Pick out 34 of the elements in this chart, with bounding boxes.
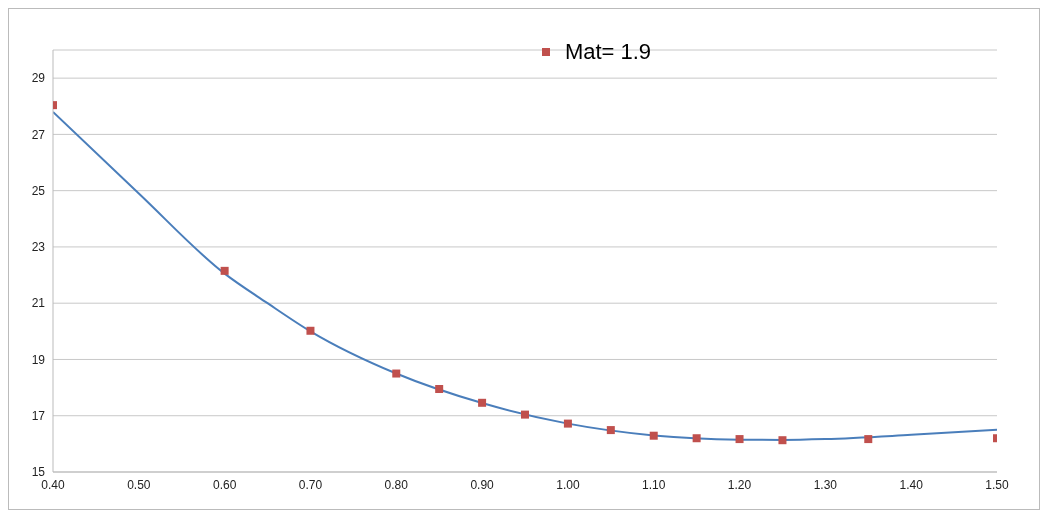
x-tick-label: 0.60 xyxy=(212,477,237,492)
y-tick-label: 17 xyxy=(31,408,46,423)
y-tick-label: 27 xyxy=(31,127,46,142)
x-tick-label: 1.20 xyxy=(727,477,752,492)
x-tick-label: 1.50 xyxy=(985,477,1009,492)
y-tick-label: 15 xyxy=(31,465,46,480)
point xyxy=(563,419,572,428)
point xyxy=(478,398,487,407)
point xyxy=(692,434,701,443)
x-tick-label: 0.50 xyxy=(127,477,151,492)
y-tick-label: 21 xyxy=(31,296,46,311)
legend-label: Mat= 1.9 xyxy=(564,39,652,65)
x-tick-label: 1.30 xyxy=(813,477,838,492)
point xyxy=(864,435,873,444)
x-tick-label: 0.40 xyxy=(41,477,65,492)
x-tick-label: 0.90 xyxy=(470,477,495,492)
point xyxy=(521,410,529,419)
y-tick-label: 25 xyxy=(31,183,46,198)
x-tick-label: 0.80 xyxy=(384,477,409,492)
point xyxy=(735,435,744,444)
point xyxy=(435,385,444,394)
point xyxy=(220,266,229,275)
point xyxy=(392,369,401,378)
point xyxy=(778,436,787,445)
x-tick-label: 1.40 xyxy=(899,477,924,492)
x-tick-label: 0.70 xyxy=(298,477,323,492)
point xyxy=(606,426,615,435)
point xyxy=(306,326,315,335)
point xyxy=(649,431,658,440)
y-tick-label: 23 xyxy=(31,240,46,255)
x-tick-label: 1.10 xyxy=(642,477,666,492)
x-tick-label: 1.00 xyxy=(556,477,580,492)
y-tick-label: 19 xyxy=(31,352,46,367)
y-tick-label: 29 xyxy=(31,71,46,86)
